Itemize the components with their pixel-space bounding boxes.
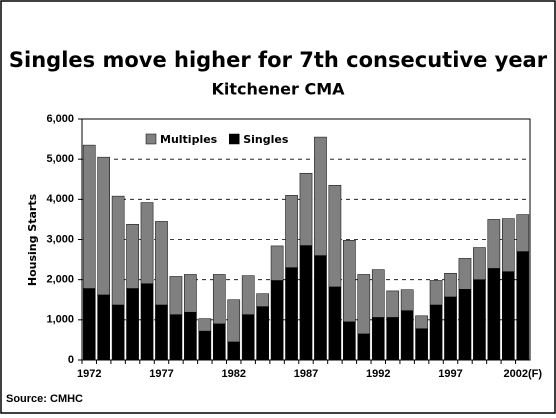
- bar-segment: [299, 245, 313, 361]
- bar-segment: [415, 328, 428, 361]
- bar-segment: [516, 214, 530, 252]
- bar-segment: [285, 267, 298, 361]
- bar-segment: [270, 280, 284, 361]
- bar-segment: [126, 288, 139, 361]
- y-tick-label: 0: [68, 354, 74, 366]
- bar-segment: [458, 289, 472, 361]
- bar-segment: [343, 240, 356, 323]
- chart-title: Singles move higher for 7th consecutive …: [9, 48, 548, 72]
- legend-label: Multiples: [160, 133, 218, 146]
- bar-segment: [371, 269, 385, 318]
- bar-segment: [487, 219, 501, 269]
- bar-segment: [429, 280, 443, 306]
- bar-segment: [328, 286, 342, 361]
- bar-segment: [198, 330, 212, 361]
- bar-segment: [184, 311, 197, 361]
- bar-segment: [111, 304, 125, 361]
- bar-segment: [111, 195, 125, 306]
- legend-swatch: [228, 133, 240, 145]
- bar-segment: [140, 202, 154, 284]
- bar-segment: [270, 245, 284, 281]
- bar-segment: [473, 279, 486, 361]
- bar-segment: [82, 144, 96, 289]
- source-note: Source: CMHC: [6, 393, 83, 405]
- bar-segment: [285, 195, 298, 268]
- x-tick-label: 1997: [438, 368, 462, 380]
- bar-segment: [371, 317, 385, 361]
- bar-segment: [212, 274, 226, 325]
- bar-segment: [140, 283, 154, 361]
- bar-segment: [241, 275, 255, 315]
- bar-segment: [444, 272, 457, 298]
- y-axis-label: Housing Starts: [26, 193, 39, 286]
- bar-segment: [169, 276, 183, 315]
- chart-subtitle: Kitchener CMA: [211, 80, 345, 99]
- x-tick-label: 1982: [221, 368, 245, 380]
- bar-segment: [241, 314, 255, 361]
- bar-segment: [97, 156, 110, 296]
- y-tick-label: 1,000: [46, 314, 74, 326]
- x-tick-label: 1977: [149, 368, 173, 380]
- bar-segment: [126, 223, 139, 289]
- bar-segment: [458, 258, 472, 290]
- bar-segment: [444, 296, 457, 361]
- x-tick-label: 2002(F): [504, 368, 543, 380]
- bar-segment: [343, 321, 356, 361]
- bar-segment: [299, 172, 313, 246]
- bar-segment: [487, 268, 501, 361]
- bar-segment: [212, 323, 226, 361]
- bar-segment: [184, 274, 197, 313]
- bar-segment: [82, 288, 96, 361]
- bar-segment: [97, 294, 110, 361]
- x-tick-label: 1987: [294, 368, 318, 380]
- y-tick-label: 6,000: [46, 113, 74, 125]
- bar-segment: [400, 289, 414, 311]
- bar-segment: [227, 299, 241, 343]
- bar-segment: [473, 247, 486, 280]
- bar-segment: [400, 310, 414, 361]
- bar-segment: [386, 290, 400, 318]
- y-tick-label: 3,000: [46, 233, 74, 245]
- legend-swatch: [145, 133, 157, 145]
- bar-segment: [314, 255, 327, 361]
- bar-segment: [328, 185, 342, 288]
- bar-segment: [357, 333, 371, 361]
- y-tick-label: 5,000: [46, 153, 74, 165]
- bar-segment: [357, 274, 371, 335]
- bar-segment: [198, 318, 212, 332]
- bar-segment: [429, 304, 443, 361]
- bar-segment: [502, 271, 515, 361]
- bar-segment: [386, 317, 400, 361]
- x-tick-label: 1972: [77, 368, 101, 380]
- x-tick-label: 1992: [366, 368, 390, 380]
- bar-segment: [314, 136, 327, 256]
- bar-segment: [516, 251, 530, 361]
- bar-segment: [227, 341, 241, 361]
- legend-label: Singles: [243, 133, 289, 146]
- bar-segment: [155, 221, 168, 306]
- bar-segment: [155, 304, 168, 361]
- bar-segment: [256, 293, 269, 307]
- bar-segment: [169, 314, 183, 361]
- bar-segment: [502, 218, 515, 272]
- y-tick-label: 4,000: [46, 193, 74, 205]
- bar-segment: [256, 306, 269, 361]
- bar-segment: [415, 315, 428, 329]
- y-tick-label: 2,000: [46, 274, 74, 286]
